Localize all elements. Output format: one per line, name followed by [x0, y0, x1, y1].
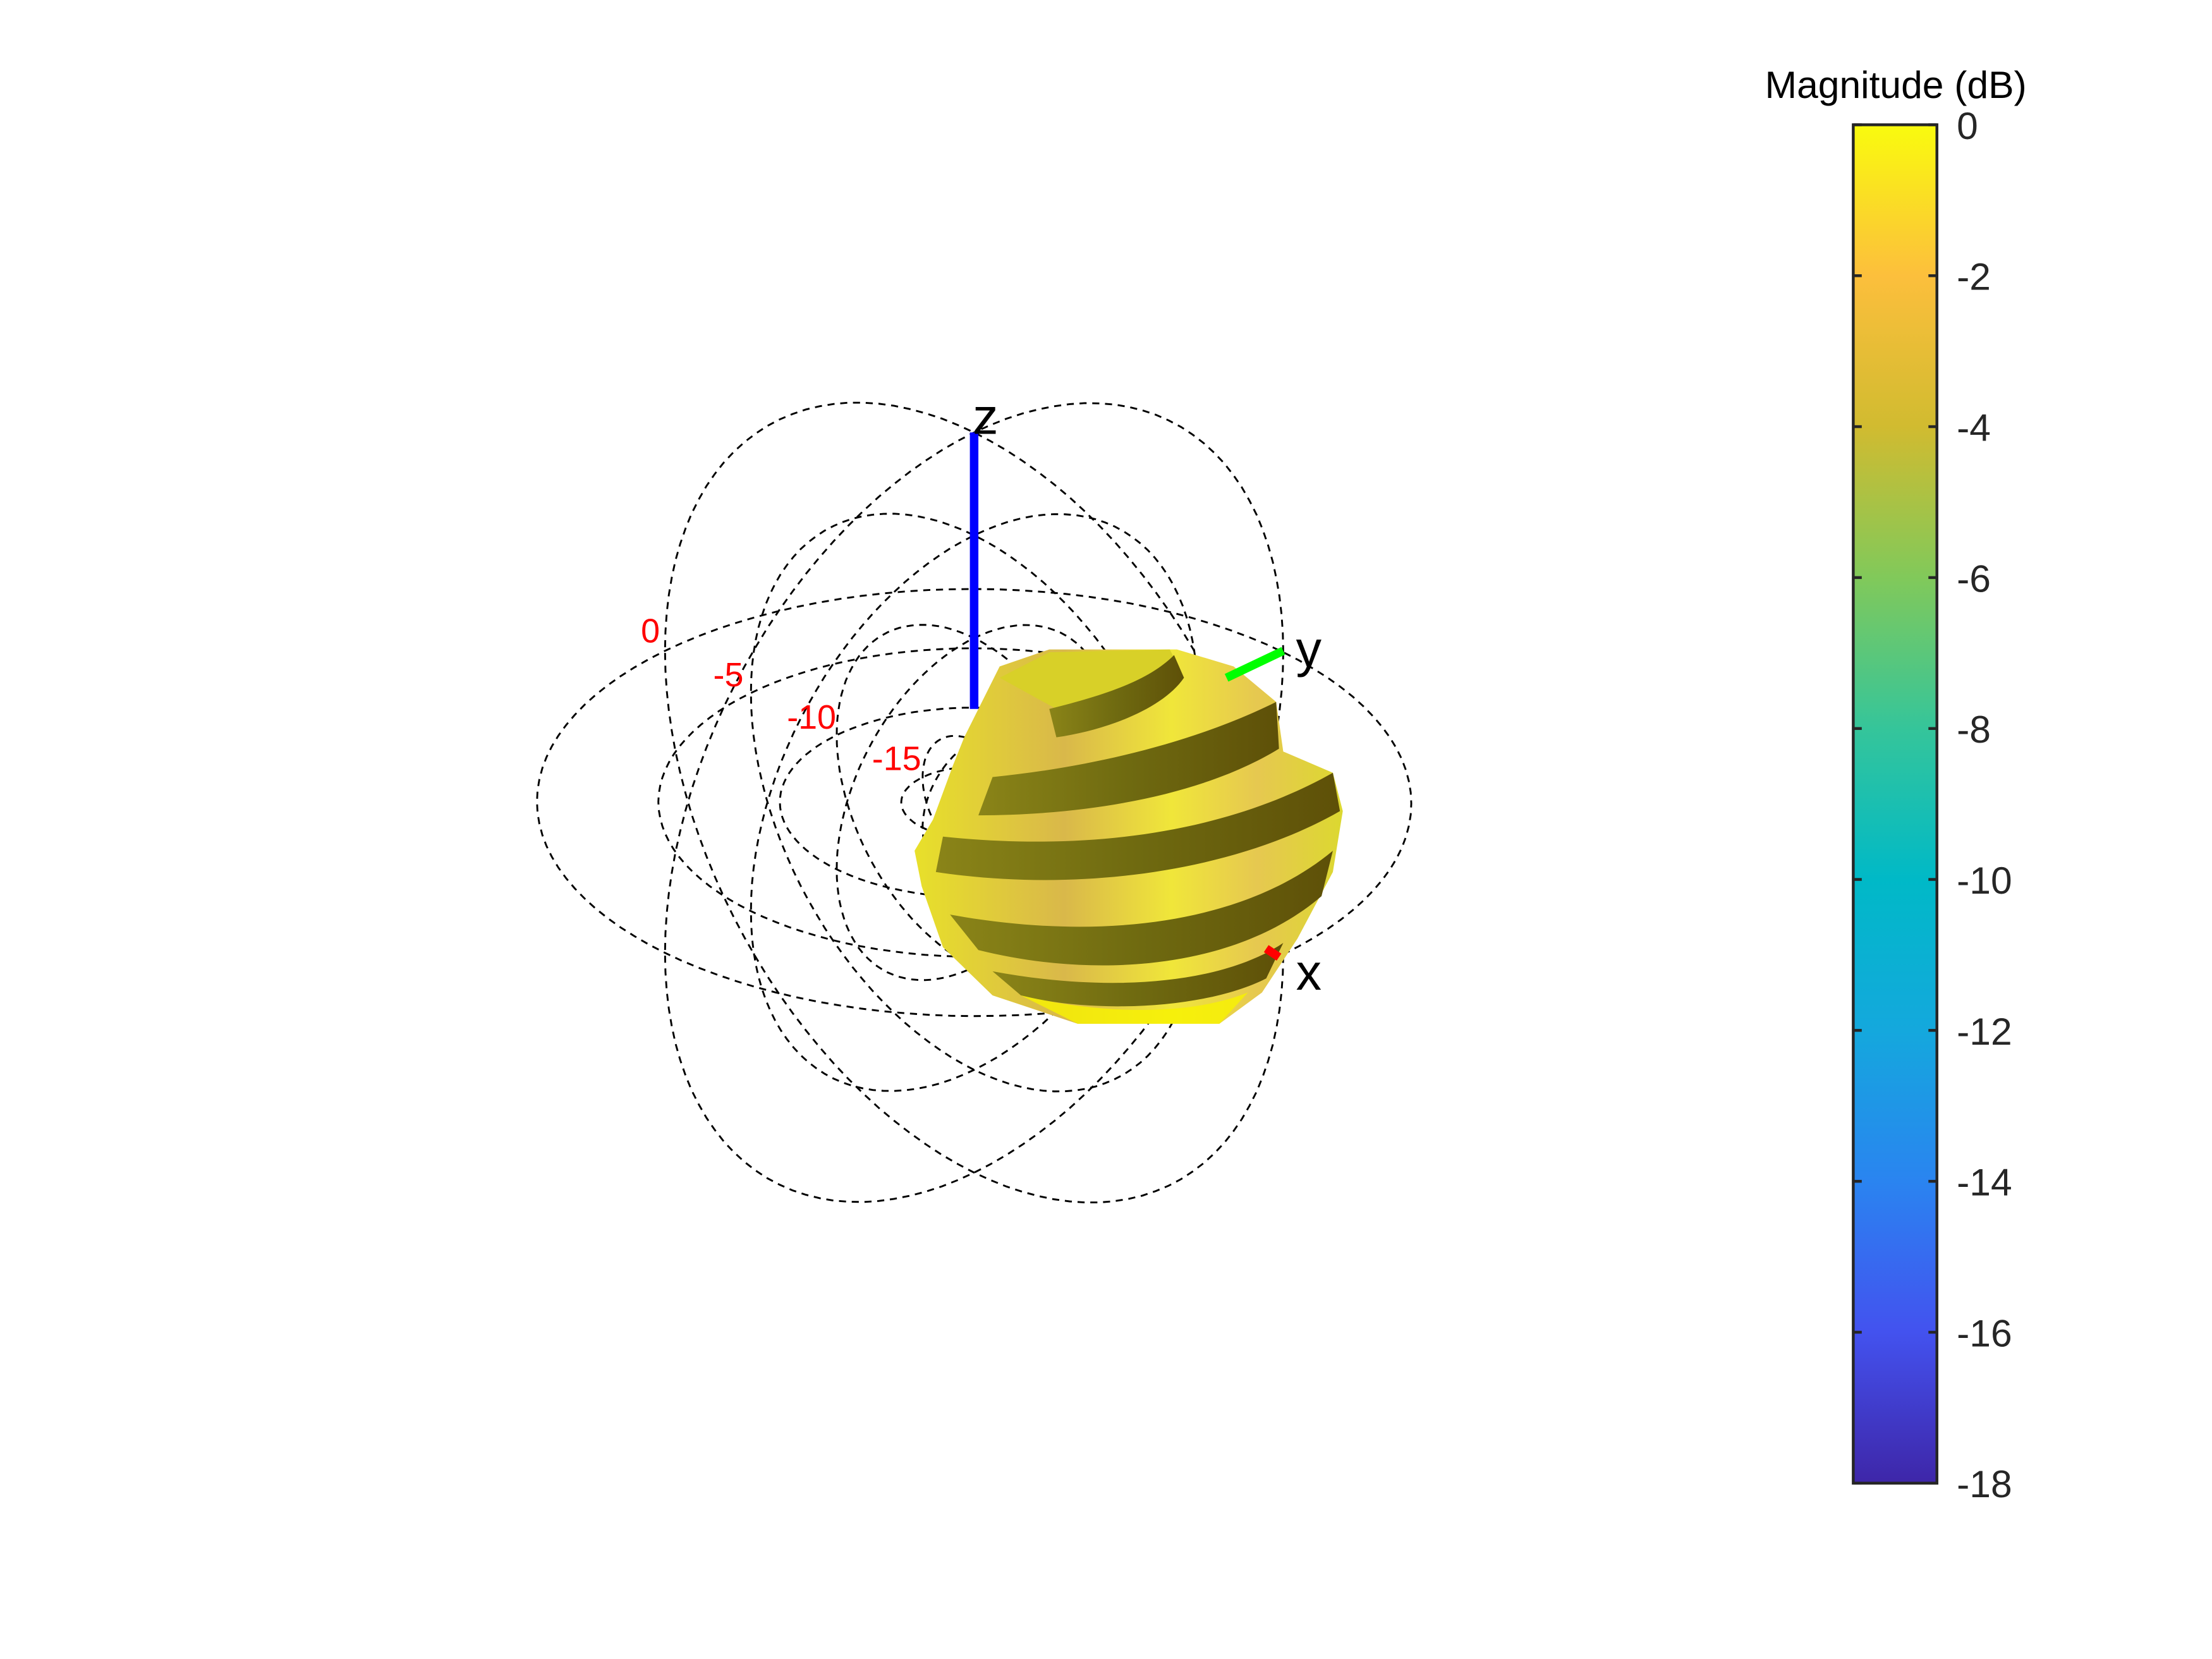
- ring-xz-plane: [664, 401, 1284, 1204]
- pattern-bottom-highlight: [1021, 992, 1248, 1024]
- colorbar-tick-label: -16: [1957, 1311, 2012, 1354]
- colorbar-tick-label: -18: [1957, 1462, 2012, 1505]
- pattern-band: [1049, 655, 1184, 738]
- ring-label: -5: [714, 656, 744, 694]
- colorbar-tick-label: 0: [1957, 104, 1978, 147]
- ring-xz-plane: [921, 734, 1027, 870]
- ring-label: 0: [641, 612, 660, 650]
- pattern-band: [978, 702, 1279, 816]
- colorbar-tick-label: -6: [1957, 557, 1991, 600]
- z-axis-label: z: [973, 389, 998, 446]
- pattern-band: [950, 851, 1333, 966]
- x-axis-label: x: [1296, 944, 1322, 1001]
- ring-labels: 0 -5 -10 -15: [641, 612, 921, 777]
- ring-xz-plane: [750, 513, 1198, 1093]
- radiation-pattern-surface: [915, 649, 1343, 1024]
- colorbar-tick-label: -8: [1957, 708, 1991, 751]
- colorbar-tick-label: -14: [1957, 1161, 2012, 1204]
- ring-label: -10: [787, 698, 836, 736]
- colorbar-tick-label: -2: [1957, 255, 1991, 298]
- colorbar-tick-label: -10: [1957, 859, 2012, 902]
- colorbar-gradient: [1852, 123, 1938, 1485]
- colorbar-title: Magnitude (dB): [1765, 63, 2027, 106]
- y-axis-label: y: [1296, 621, 1322, 678]
- x-axis: [1263, 945, 1282, 961]
- y-axis: [1224, 647, 1285, 682]
- coordinate-axes: z y x: [969, 389, 1322, 1001]
- pattern-band: [935, 772, 1340, 880]
- colorbar-tick-label: -12: [1957, 1010, 2012, 1053]
- pattern-band: [992, 942, 1284, 1007]
- ring-label: -15: [872, 739, 921, 777]
- colorbar-tick-label: -4: [1957, 406, 1991, 449]
- ring-xy-plane: [536, 588, 1413, 1018]
- colorbar: Magnitude (dB) 0 -2 -4 -6 -8 -10 -12 -14 -16 -18: [1765, 63, 2027, 1505]
